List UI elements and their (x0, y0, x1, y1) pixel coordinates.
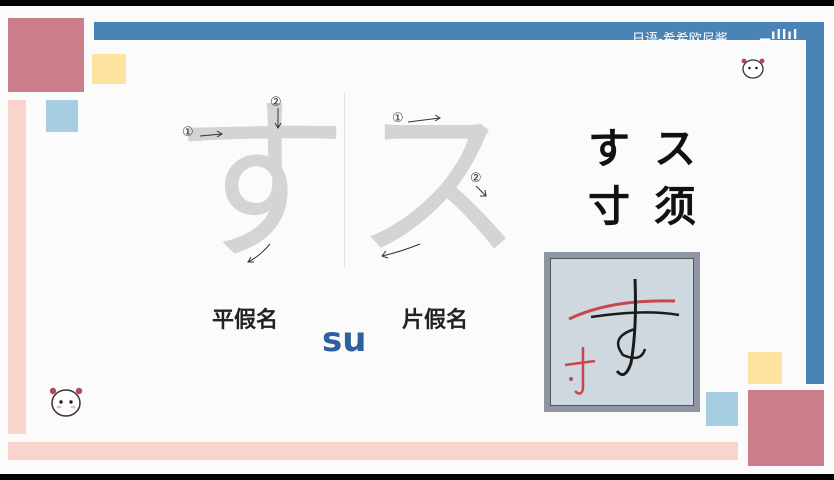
bilibili-logo-icon: ▂ıllıl (760, 28, 799, 43)
katakana-stroke-diagram: ス ① ② (360, 87, 523, 276)
bottom-right-blue-square (706, 392, 738, 426)
top-left-pink-square (8, 18, 84, 92)
slide: 日语-希希欧尼酱 ▂ıllıl す ① ② ス ① ② 平假名 (0, 6, 834, 474)
bottom-pink-bar (8, 442, 738, 460)
hiragana-ghost-char: す (171, 86, 349, 276)
handwriting-strokes (564, 278, 680, 395)
left-pink-bar (8, 100, 26, 434)
top-blue-bar (94, 22, 824, 40)
hiragana-label: 平假名 (212, 308, 279, 333)
bottom-right-pink-square (748, 390, 824, 466)
stroke-arrow-icon (199, 108, 282, 263)
origin-hiragana-char: す (588, 124, 631, 173)
katakana-label: 片假名 (402, 308, 469, 333)
stroke-arrow-icon (381, 114, 487, 259)
right-blue-bar (806, 22, 824, 384)
top-left-yellow-square (92, 54, 126, 84)
watermark-text: 日语-希希欧尼酱 (632, 32, 728, 47)
top-left-blue-square (46, 100, 78, 132)
stroke-number-2: ② (270, 95, 282, 110)
katakana-ghost-char: ス (360, 87, 523, 276)
hiragana-stroke-diagram: す ① ② (171, 86, 349, 276)
origin-source-kata: 须 (654, 182, 697, 231)
stroke-number-2: ② (470, 171, 482, 186)
origin-source-hira: 寸 (588, 182, 631, 231)
mascot-icon (49, 387, 83, 417)
handwriting-derivation-image (544, 252, 700, 412)
divider-line (344, 92, 345, 268)
origin-katakana-char: ス (654, 124, 697, 173)
bottom-right-yellow-square (748, 352, 782, 384)
mascot-icon (741, 58, 765, 79)
stroke-number-1: ① (392, 111, 404, 126)
stroke-number-1: ① (182, 125, 194, 140)
romaji-text: su (322, 320, 367, 360)
